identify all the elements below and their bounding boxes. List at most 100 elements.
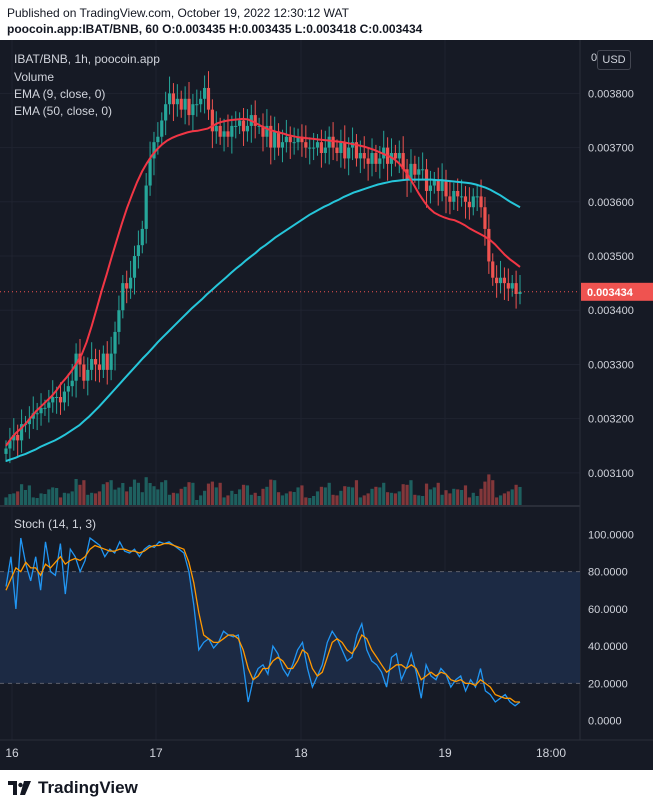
- volume-bar: [156, 489, 160, 506]
- candle-body: [308, 147, 312, 149]
- candle-body: [393, 153, 397, 159]
- candle-body: [140, 228, 144, 246]
- candle-body: [304, 142, 308, 148]
- volume-bar: [366, 493, 370, 506]
- volume-bar: [456, 489, 460, 506]
- volume-bar: [261, 488, 265, 506]
- candle-body: [164, 104, 168, 121]
- candle-body: [136, 245, 140, 257]
- candle-body: [440, 180, 444, 191]
- volume-bar: [136, 482, 140, 506]
- candle-body: [129, 277, 133, 289]
- candle-body: [370, 153, 374, 164]
- candle-body: [331, 136, 335, 148]
- legend-ema50[interactable]: EMA (50, close, 0): [14, 104, 113, 118]
- candle-body: [335, 147, 339, 154]
- volume-bar: [436, 482, 440, 506]
- candle-body: [471, 196, 475, 208]
- candle-body: [105, 353, 109, 370]
- candle-body: [245, 125, 250, 132]
- volume-bar: [105, 482, 109, 506]
- candle-body: [210, 109, 214, 132]
- volume-bar: [514, 484, 518, 506]
- volume-bar: [432, 487, 436, 506]
- volume-bar: [292, 492, 296, 506]
- volume-bar: [362, 495, 366, 506]
- volume-bar: [113, 489, 117, 506]
- volume-bar: [269, 479, 273, 506]
- candle-body: [152, 142, 156, 159]
- candle-body: [238, 120, 242, 126]
- chart-svg[interactable]: 0.003100 0.003200 0.003300 0.003400 0.003500…: [0, 40, 653, 770]
- legend-title[interactable]: IBAT/BNB, 1h, poocoin.app: [14, 52, 160, 66]
- volume-bar: [179, 488, 183, 506]
- volume-bar: [265, 486, 269, 506]
- candle-body: [432, 180, 436, 186]
- volume-bar: [463, 485, 468, 506]
- volume-bar: [506, 491, 510, 506]
- candle-body: [58, 396, 63, 403]
- volume-bar: [257, 496, 261, 506]
- candle-body: [312, 147, 316, 149]
- candle-body: [347, 147, 351, 159]
- volume-bar: [405, 484, 409, 506]
- stoch-band-fill: [0, 571, 580, 684]
- volume-bar: [249, 494, 253, 506]
- candle-body: [191, 104, 195, 116]
- last-price-label: 0.003434: [587, 287, 634, 299]
- candle-body: [43, 407, 47, 409]
- volume-bar: [4, 497, 8, 506]
- candle-body: [183, 98, 187, 110]
- candle-body: [179, 98, 183, 110]
- volume-bar: [479, 488, 483, 506]
- time-tick-label: 16: [5, 746, 19, 760]
- candle-body: [417, 169, 421, 175]
- volume-bar: [276, 492, 281, 506]
- volume-bar: [171, 492, 176, 506]
- legend-ema9[interactable]: EMA (9, close, 0): [14, 87, 106, 101]
- stoch-tick-label: 40.0000: [588, 641, 628, 653]
- volume-bar: [12, 493, 16, 506]
- stoch-tick-label: 20.0000: [588, 678, 628, 690]
- candle-body: [90, 359, 94, 370]
- candlesticks: [4, 71, 522, 464]
- volume-bar: [401, 484, 405, 506]
- candle-body: [288, 136, 292, 143]
- volume-bar: [70, 491, 74, 506]
- volume-bar: [238, 489, 242, 506]
- volume-bar: [214, 487, 218, 506]
- legend-stoch[interactable]: Stoch (14, 1, 3): [14, 517, 97, 531]
- volume-bar: [206, 483, 211, 506]
- volume-bar: [444, 490, 448, 506]
- price-axis-top-clip: 0: [591, 52, 597, 64]
- candle-body: [498, 277, 503, 284]
- volume-bar: [78, 484, 82, 506]
- price-tick-label: 0.003400: [588, 305, 634, 317]
- candle-body: [187, 98, 191, 116]
- volume-bar: [304, 497, 308, 506]
- time-tick-label: 17: [149, 746, 163, 760]
- volume-bar: [280, 495, 285, 506]
- volume-bar: [16, 491, 20, 506]
- candle-body: [343, 142, 347, 159]
- candle-body: [448, 196, 452, 202]
- candle-body: [175, 98, 179, 105]
- chart-area[interactable]: 0.003100 0.003200 0.003300 0.003400 0.003500…: [0, 40, 653, 770]
- currency-button[interactable]: USD: [597, 50, 631, 70]
- volume-bar: [218, 482, 222, 506]
- candle-body: [241, 120, 246, 132]
- candle-body: [39, 407, 43, 414]
- legend-volume[interactable]: Volume: [14, 70, 55, 84]
- time-tick-label: 18: [294, 746, 308, 760]
- time-tick-label: 18:00: [536, 746, 566, 760]
- candle-body: [35, 413, 39, 415]
- volume-bar: [62, 492, 67, 506]
- volume-bar: [125, 491, 129, 506]
- tradingview-logo[interactable]: TradingView: [8, 778, 138, 798]
- candle-body: [218, 125, 222, 137]
- price-tick-label: 0.003800: [588, 88, 634, 100]
- candle-body: [502, 277, 507, 284]
- candle-body: [514, 283, 518, 294]
- volume-bar: [343, 486, 347, 506]
- volume-bar: [58, 497, 63, 506]
